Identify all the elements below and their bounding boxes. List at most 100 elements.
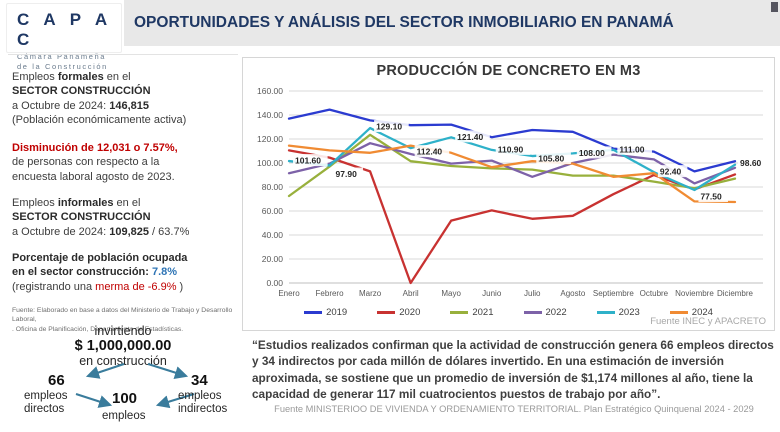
legend-item-2022: 2022 bbox=[523, 307, 567, 318]
x-tick-label: Enero bbox=[278, 289, 300, 298]
x-tick-label: Septiembre bbox=[593, 289, 634, 298]
arrow-to-indirect bbox=[147, 362, 189, 379]
logo-subtitle: Cámara Panameña de la Construcción bbox=[17, 52, 108, 71]
data-label-bg bbox=[293, 154, 328, 167]
header-bar: OPORTUNIDADES Y ANÁLISIS DEL SECTOR INMO… bbox=[124, 0, 780, 46]
x-tick-label: Diciembre bbox=[717, 289, 754, 298]
y-tick-label: 140.00 bbox=[257, 110, 283, 120]
data-label: 77.50 bbox=[700, 192, 722, 202]
legend-item-2020: 2020 bbox=[377, 307, 420, 318]
legend-dash-2024 bbox=[669, 311, 688, 314]
data-label-bg bbox=[698, 190, 728, 202]
corner-mark bbox=[771, 2, 778, 12]
y-tick-label: 20.00 bbox=[262, 254, 284, 264]
y-tick-label: 100.00 bbox=[257, 158, 283, 168]
data-label: 101.60 bbox=[295, 156, 321, 166]
y-tick-label: 120.00 bbox=[257, 134, 283, 144]
concrete-production-card: PRODUCCIÓN DE CONCRETO EN M3 160.00 140.0… bbox=[242, 57, 775, 331]
data-label: 111.00 bbox=[619, 144, 644, 154]
legend-label-2024: 2024 bbox=[691, 307, 713, 318]
in-construction-label: en construcción bbox=[79, 354, 167, 368]
legend-dash-2019 bbox=[304, 311, 323, 314]
legend-item-2021: 2021 bbox=[450, 307, 494, 318]
data-label-bg bbox=[657, 165, 688, 178]
data-label: 121.40 bbox=[457, 132, 483, 142]
data-label: 92.40 bbox=[660, 167, 682, 177]
capac-logo: C A P A C Cámara Panameña de la Construc… bbox=[6, 3, 122, 71]
y-tick-label: 160.00 bbox=[257, 86, 283, 96]
data-label: 97.90 bbox=[336, 169, 358, 179]
y-tick-label: 0.00 bbox=[266, 278, 283, 288]
formal-employment-block: Empleos formales en el SECTOR CONSTRUCCI… bbox=[12, 71, 187, 126]
data-label: 129.10 bbox=[376, 122, 402, 132]
total-jobs-label: empleos bbox=[102, 410, 146, 422]
legend-item-2023: 2023 bbox=[596, 307, 640, 318]
chart-legend: 2019 2020 2021 2022 2023 2024 bbox=[243, 307, 774, 318]
formal-employment-value: 146,815 bbox=[109, 99, 149, 112]
data-label: 112.40 bbox=[417, 147, 443, 157]
x-tick-label: Marzo bbox=[359, 289, 382, 298]
legend-label-2022: 2022 bbox=[545, 307, 567, 318]
x-tick-label: Agosto bbox=[560, 289, 585, 298]
occupied-percentage-value: 7.8% bbox=[151, 266, 178, 279]
quote-text: “Estudios realizados confirman que la ac… bbox=[252, 338, 774, 401]
arrow-direct-to-total bbox=[75, 392, 113, 408]
data-label-bg bbox=[374, 120, 409, 133]
concrete-production-chart: 160.00 140.00 120.00 100.00 80.00 60.00 40.00 2… bbox=[257, 86, 768, 298]
data-label: 108.00 bbox=[579, 148, 605, 158]
legend-label-2023: 2023 bbox=[618, 307, 640, 318]
series-line-2022 bbox=[287, 142, 737, 185]
x-tick-label: Octubre bbox=[640, 289, 669, 298]
investment-arrows bbox=[75, 362, 195, 409]
legend-dash-2022 bbox=[523, 311, 542, 314]
legend-dash-2021 bbox=[450, 311, 469, 314]
decrease-block: Disminución de 12,031 o 7.57%, de person… bbox=[12, 142, 178, 183]
y-tick-label: 40.00 bbox=[262, 230, 284, 240]
data-label-bg bbox=[455, 130, 490, 143]
quote-source: Fuente MINISTERIOO DE VIVIENDA Y ORDENAM… bbox=[274, 404, 754, 414]
data-label-bg bbox=[617, 142, 652, 155]
legend-label-2019: 2019 bbox=[326, 307, 348, 318]
series-line-2024 bbox=[287, 144, 737, 204]
x-tick-label: Noviembre bbox=[675, 289, 714, 298]
data-label-bg bbox=[536, 152, 571, 165]
x-tick-label: Junio bbox=[482, 289, 502, 298]
series-line-2019 bbox=[287, 108, 737, 173]
indirect-jobs-value: 34 bbox=[191, 372, 208, 389]
y-tick-label: 60.00 bbox=[262, 206, 284, 216]
x-tick-label: Febrero bbox=[316, 289, 345, 298]
data-label: 105.80 bbox=[538, 154, 564, 164]
x-tick-label: Abril bbox=[403, 289, 419, 298]
legend-dash-2023 bbox=[596, 311, 615, 314]
legend-label-2021: 2021 bbox=[472, 307, 494, 318]
investing-label: invirtiendo bbox=[94, 324, 152, 338]
legend-dash-2020 bbox=[377, 311, 396, 314]
arrow-to-direct bbox=[85, 362, 125, 379]
data-label-bg bbox=[414, 145, 450, 158]
data-label: 110.90 bbox=[498, 144, 524, 154]
direct-jobs-label: empleos directos bbox=[24, 390, 68, 416]
informal-employment-value: 109,825 bbox=[109, 225, 149, 238]
x-tick-label: Julio bbox=[524, 289, 541, 298]
x-tick-label: Mayo bbox=[441, 289, 461, 298]
investment-amount: $ 1,000,000.00 bbox=[74, 338, 172, 354]
arrow-indirect-to-total bbox=[155, 392, 195, 409]
y-tick-label: 80.00 bbox=[262, 182, 284, 192]
informal-employment-block: Empleos informales en el SECTOR CONSTRUC… bbox=[12, 197, 190, 238]
data-label-bg bbox=[738, 156, 768, 169]
divider bbox=[8, 54, 238, 55]
indirect-jobs-label: empleos indirectos bbox=[178, 390, 228, 416]
logo-title: C A P A C bbox=[17, 10, 112, 49]
chart-title: PRODUCCIÓN DE CONCRETO EN M3 bbox=[376, 63, 641, 79]
sector-construccion-label: SECTOR CONSTRUCCIÓN bbox=[12, 85, 151, 98]
legend-item-2024: 2024 bbox=[669, 307, 713, 318]
decrease-value: Disminución de 12,031 o 7.57%, bbox=[12, 142, 178, 155]
data-label-bg bbox=[576, 146, 612, 159]
data-label-bg bbox=[333, 167, 364, 180]
page-title: OPORTUNIDADES Y ANÁLISIS DEL SECTOR INMO… bbox=[134, 14, 674, 31]
legend-label-2020: 2020 bbox=[399, 307, 421, 318]
occupied-percentage-block: Porcentaje de población ocupada en el se… bbox=[12, 251, 188, 293]
direct-jobs-value: 66 bbox=[48, 372, 65, 389]
data-label: 98.60 bbox=[740, 158, 762, 168]
chart-source: Fuente INEC y APACRETO bbox=[650, 316, 766, 327]
